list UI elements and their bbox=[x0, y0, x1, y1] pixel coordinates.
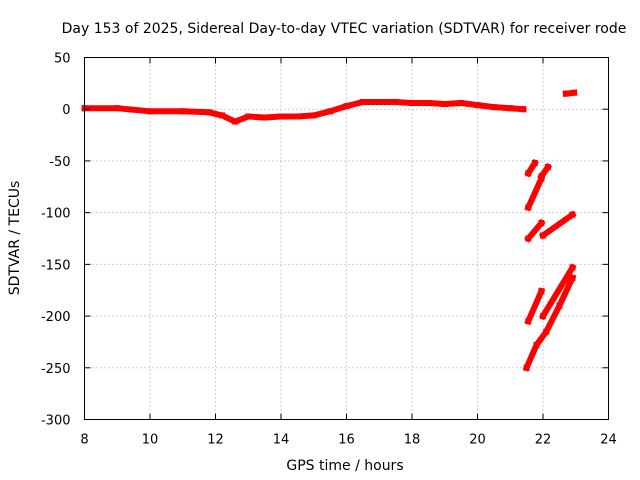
data-point bbox=[179, 108, 186, 115]
data-point bbox=[525, 170, 532, 177]
data-point bbox=[114, 105, 121, 112]
series-branch-5 bbox=[538, 210, 577, 240]
data-point bbox=[571, 89, 578, 96]
data-point bbox=[569, 264, 576, 271]
x-tick-label: 10 bbox=[142, 433, 159, 448]
data-point bbox=[520, 106, 527, 113]
data-point bbox=[562, 90, 569, 97]
data-point bbox=[474, 102, 481, 109]
ticks bbox=[84, 57, 609, 420]
data-point bbox=[458, 100, 465, 106]
x-tick-label: 14 bbox=[273, 433, 290, 448]
y-tick-label: -100 bbox=[41, 207, 71, 222]
series-branch-3 bbox=[524, 174, 546, 212]
data-point bbox=[409, 100, 415, 106]
data-point bbox=[425, 100, 432, 106]
data-point bbox=[245, 113, 252, 120]
data-point bbox=[538, 220, 545, 226]
x-tick-label: 8 bbox=[80, 433, 88, 448]
y-tick-label: -200 bbox=[41, 310, 71, 325]
data-point bbox=[441, 101, 448, 107]
y-tick-label: -150 bbox=[41, 258, 71, 273]
data-point bbox=[569, 274, 576, 281]
chart-title: Day 153 of 2025, Sidereal Day-to-day VTE… bbox=[62, 21, 627, 37]
series-branch-9 bbox=[522, 273, 577, 372]
series-branch-8 bbox=[538, 263, 577, 321]
y-tick-labels: 50 0 -50 -100 -150 -200 -250 -300 bbox=[41, 52, 71, 429]
data-point bbox=[232, 118, 239, 125]
y-tick-label: 50 bbox=[54, 52, 71, 67]
data-point bbox=[540, 232, 546, 239]
data-point bbox=[359, 99, 366, 105]
data-point bbox=[556, 302, 563, 309]
series-branch-7 bbox=[524, 287, 546, 326]
data-point bbox=[544, 164, 551, 171]
y-tick-label: -50 bbox=[49, 155, 70, 170]
y-tick-label: -250 bbox=[41, 362, 71, 377]
data-point bbox=[531, 160, 538, 166]
data-point bbox=[219, 112, 225, 119]
x-tick-label: 12 bbox=[207, 433, 224, 448]
data-point bbox=[569, 211, 576, 218]
data-point bbox=[543, 328, 550, 335]
data-point bbox=[278, 113, 284, 120]
data-point bbox=[343, 103, 350, 110]
x-tick-label: 18 bbox=[404, 433, 421, 448]
data-layer bbox=[81, 89, 578, 372]
data-point bbox=[523, 364, 530, 371]
y-axis-label: SDTVAR / TECUs bbox=[7, 181, 23, 296]
data-point bbox=[525, 318, 532, 325]
data-point bbox=[147, 108, 153, 115]
data-point bbox=[533, 342, 540, 348]
data-point bbox=[327, 108, 334, 115]
data-point bbox=[376, 99, 383, 105]
data-point bbox=[507, 105, 514, 112]
y-tick-label: -300 bbox=[41, 414, 71, 429]
data-point bbox=[538, 288, 545, 295]
data-point bbox=[310, 112, 317, 119]
x-axis-label: GPS time / hours bbox=[286, 458, 403, 474]
data-point bbox=[261, 114, 268, 121]
data-point bbox=[525, 204, 532, 211]
data-point bbox=[540, 313, 546, 320]
x-tick-label: 20 bbox=[469, 433, 486, 448]
data-point bbox=[294, 113, 301, 120]
data-point bbox=[538, 175, 545, 182]
data-point bbox=[392, 99, 399, 105]
x-tick-label: 16 bbox=[338, 433, 355, 448]
data-point bbox=[490, 104, 497, 111]
x-tick-label: 24 bbox=[600, 433, 617, 448]
x-tick-labels: 8 10 12 14 16 18 20 22 24 bbox=[80, 433, 616, 448]
y-tick-label: 0 bbox=[62, 103, 70, 118]
data-point bbox=[206, 109, 212, 116]
data-point bbox=[525, 235, 532, 242]
x-tick-label: 22 bbox=[535, 433, 552, 448]
